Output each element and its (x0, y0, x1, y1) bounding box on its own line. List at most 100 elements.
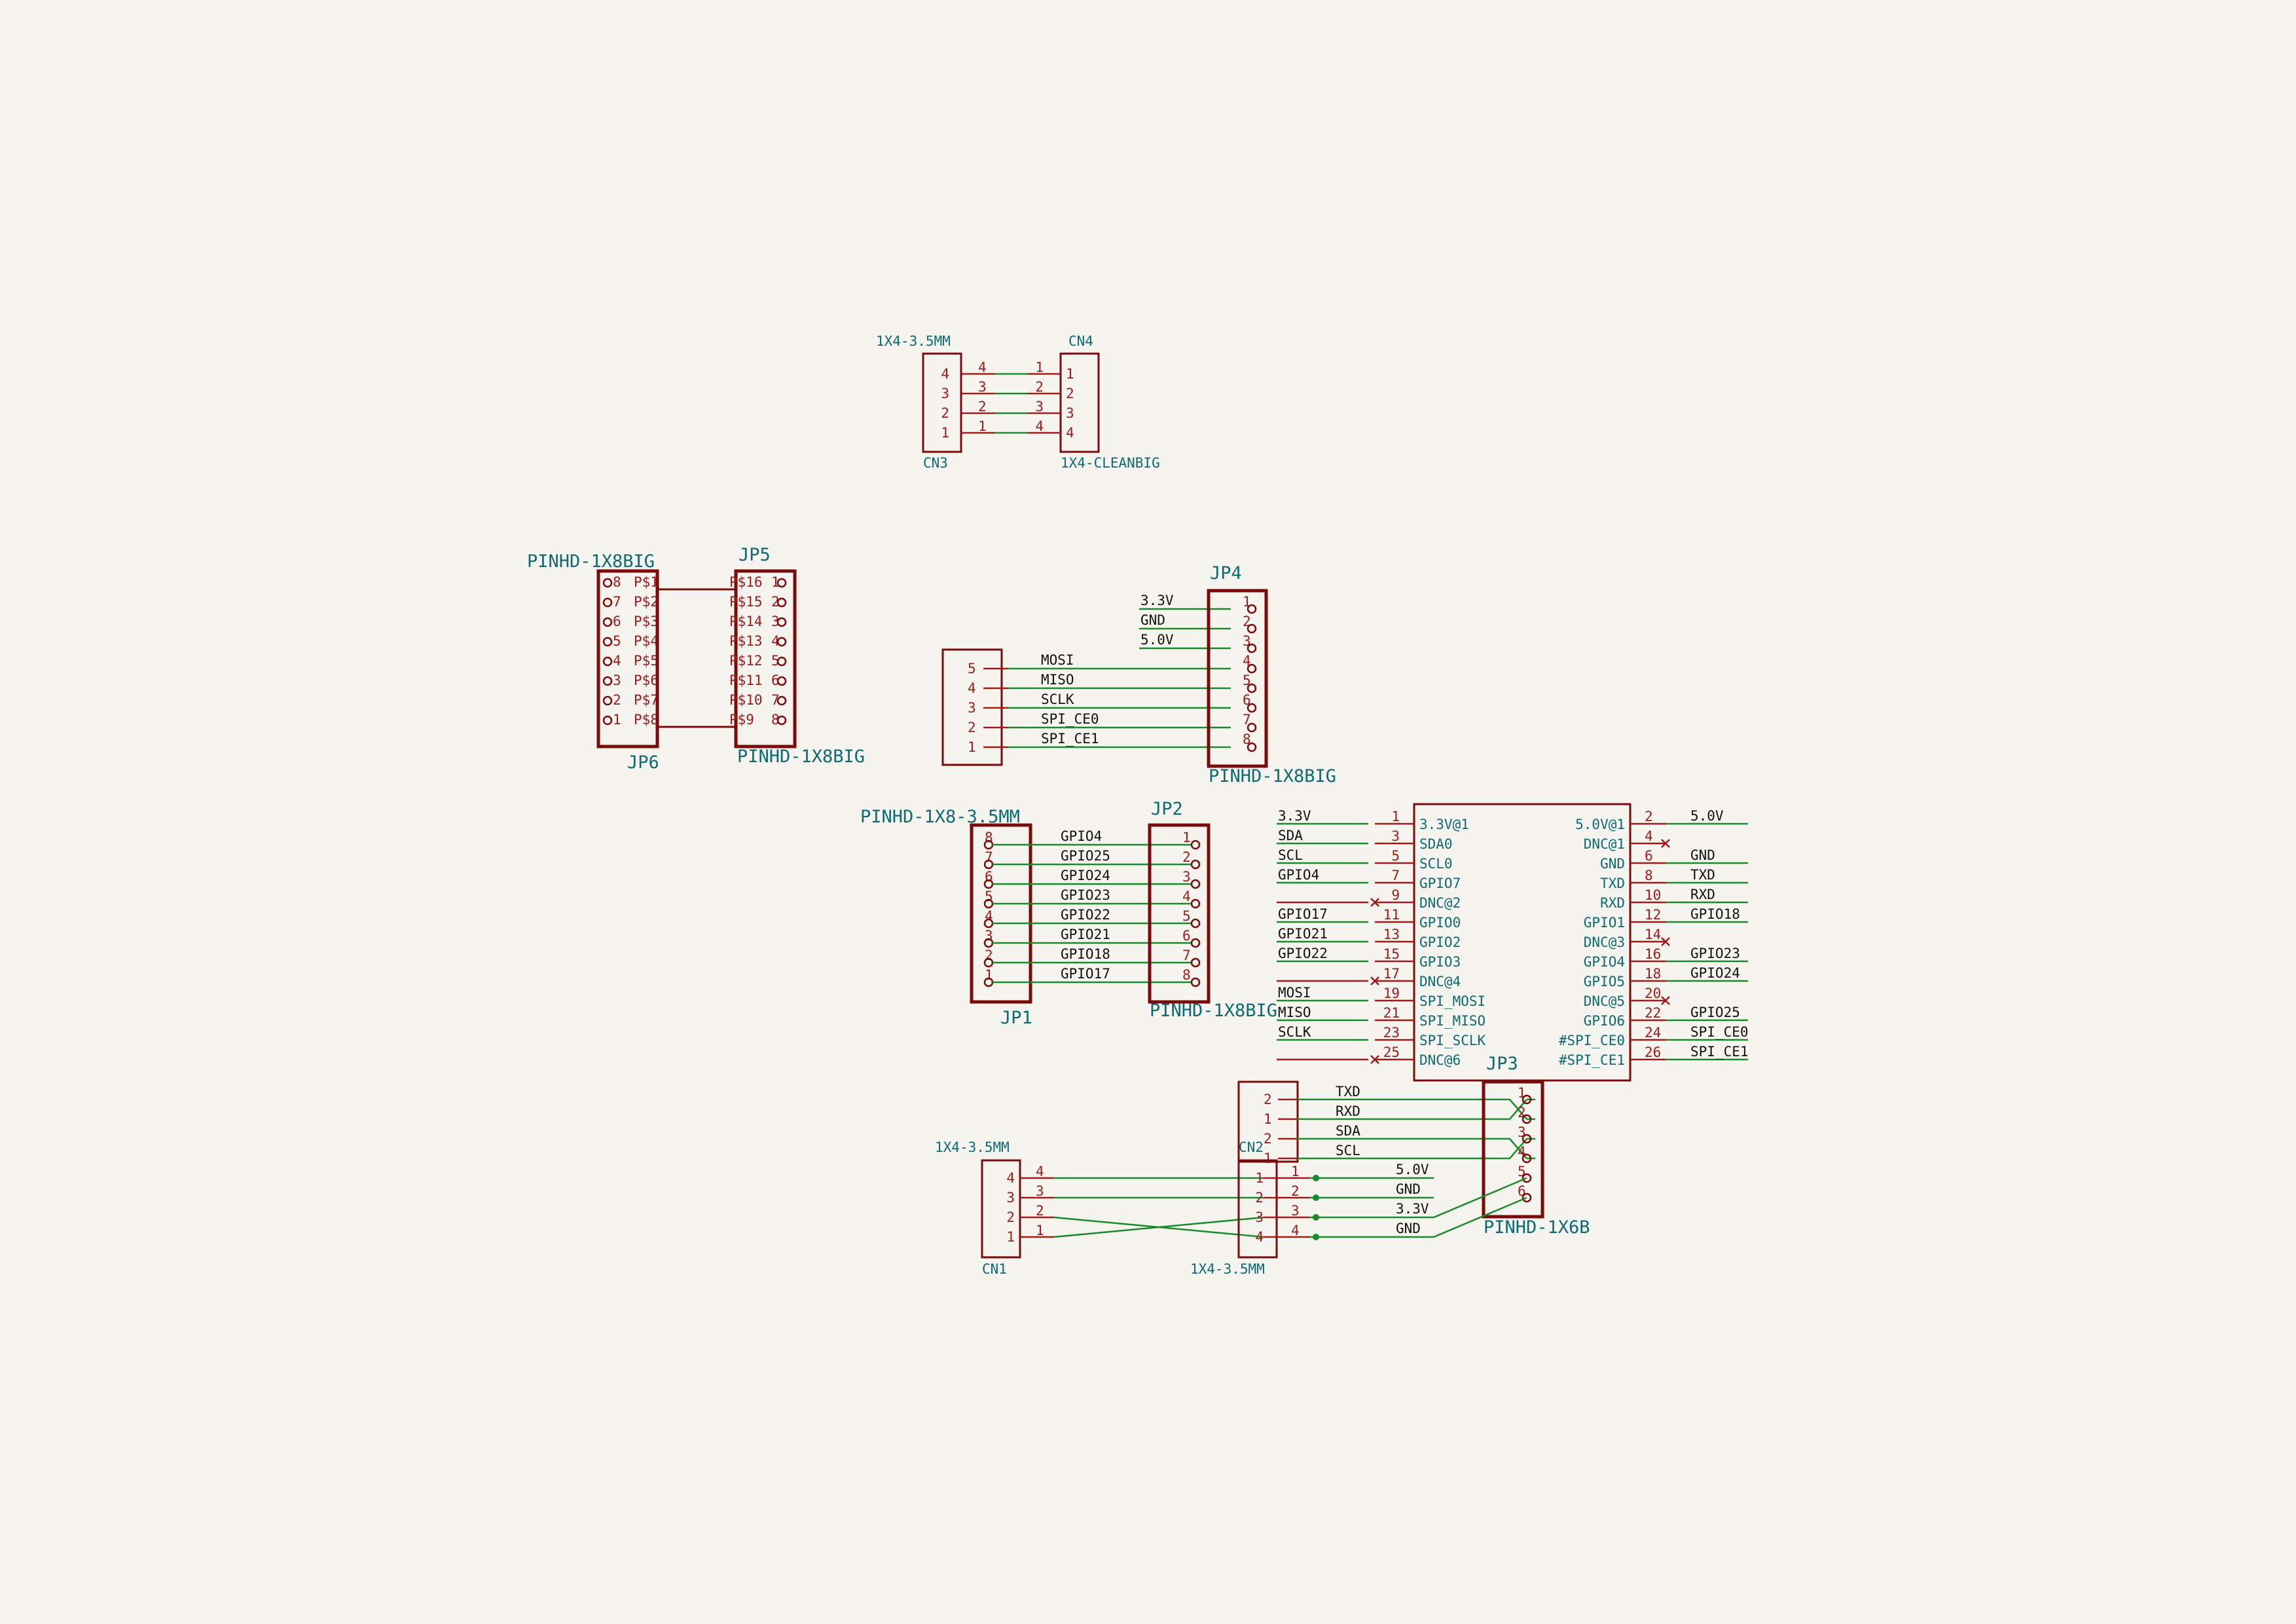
cn1-value: 1X4-3.5MM (935, 1139, 1010, 1155)
net-label: 5.0V (1396, 1162, 1429, 1177)
rpi-pin-number: 7 (1391, 868, 1400, 883)
cn4-pin-2: 2 (1066, 386, 1074, 401)
cn4-pinnum-4: 4 (1035, 418, 1044, 434)
header-jp1[interactable]: PINHD-1X8-3.5MM JP1 8 7 6 5 4 3 2 1 (860, 807, 1032, 1028)
connector-cn3[interactable]: 1X4-3.5MM CN3 4 3 2 1 4 3 2 1 (876, 333, 987, 471)
cn3-pin-1: 1 (941, 425, 949, 441)
net-label: 3.3V (1396, 1201, 1429, 1217)
connector-cn2[interactable]: CN2 1X4-3.5MM 1 2 3 4 1 2 3 4 (1190, 1139, 1300, 1277)
header-jp5[interactable]: JP5 PINHD-1X8BIG P$16 P$15 P$14 P$13 P$1… (729, 545, 865, 767)
net-label: GPIO24 (1690, 965, 1740, 981)
cn3-body (922, 352, 962, 453)
jp5-ref: JP5 (738, 545, 771, 565)
conn5-pin: 4 (968, 680, 976, 696)
cn2-power-wires: 5.0V GND 3.3V GND (1277, 1162, 1527, 1240)
cn3-pinnum-2: 2 (978, 399, 987, 415)
rpi-gpio-header[interactable]: 3.3V 1 3.3V@1 SDA 3 SDA0 SCL 5 SCL0 GPIO4 7 GPIO7 9 D… (1277, 803, 1749, 1082)
jp6-pin: 6 (613, 614, 621, 629)
jp3-ref: JP3 (1486, 1054, 1518, 1074)
net-label: SCL (1278, 847, 1303, 863)
jp5-value: PINHD-1X8BIG (737, 747, 865, 767)
rpi-pin-number: 21 (1383, 1005, 1400, 1021)
cn2-value: 1X4-3.5MM (1190, 1261, 1265, 1277)
cn4-ref: CN4 (1068, 333, 1093, 349)
header-jp4[interactable]: JP4 PINHD-1X8BIG 1 2 3 4 5 6 7 8 (1207, 563, 1336, 786)
header-jp6[interactable]: PINHD-1X8BIG JP6 8 7 6 5 4 3 2 1 P$1 P$2… (527, 551, 659, 773)
cn4-pinnum-3: 3 (1035, 399, 1044, 415)
rpi-pin-name: DNC@1 (1584, 836, 1625, 852)
net-label: GPIO22 (1061, 907, 1110, 923)
jp6-pad: P$4 (634, 633, 659, 649)
jp1-body (970, 823, 1032, 1004)
jp4-pin: 8 (1243, 731, 1251, 747)
jp5-pad: P$14 (729, 614, 763, 629)
net-label: GPIO18 (1690, 906, 1740, 922)
jp4-pin: 3 (1243, 633, 1251, 649)
net-label: TXD (1336, 1084, 1360, 1099)
jp6-pad: P$1 (634, 574, 659, 590)
connector-cn1[interactable]: 1X4-3.5MM CN1 4 3 2 1 4 3 2 1 (935, 1139, 1044, 1277)
rpi-pin-name: GPIO4 (1584, 954, 1625, 970)
net-label: SPI_CE0 (1690, 1024, 1749, 1040)
jp2-pin: 7 (1182, 948, 1191, 963)
jp1-net-labels: GPIO4 GPIO25 GPIO24 GPIO23 GPIO22 GPIO21… (1061, 828, 1110, 982)
cn4-pinnum-1: 1 (1035, 360, 1044, 375)
rpi-pin-name: SDA0 (1419, 836, 1453, 852)
jp4-value: PINHD-1X8BIG (1209, 766, 1336, 786)
jp6-pad: P$8 (634, 712, 659, 728)
cn2upper-pin: 2 (1264, 1131, 1272, 1147)
rpi-pin-number: 10 (1645, 887, 1661, 903)
jp2-rings (1190, 840, 1201, 987)
cn3-pinnum-3: 3 (978, 379, 987, 395)
jp5-pad: P$15 (729, 594, 763, 610)
header-jp3[interactable]: JP3 PINHD-1X6B 1 2 3 4 5 6 (1482, 1054, 1590, 1238)
conn5-pin: 5 (968, 661, 976, 676)
net-label: SPI_CE1 (1041, 731, 1099, 747)
header-jp2[interactable]: JP2 PINHD-1X8BIG 1 2 3 4 5 6 7 8 (1148, 799, 1277, 1021)
rpi-pin-number: 17 (1383, 966, 1400, 982)
jp3-body (1482, 1080, 1544, 1219)
net-label: SDA (1336, 1123, 1360, 1139)
jp5-pad: P$13 (729, 633, 763, 649)
jp3-rings (1522, 1094, 1532, 1203)
rpi-pin-number: 25 (1383, 1044, 1400, 1060)
jp3-pin: 3 (1518, 1124, 1526, 1140)
net-label: GPIO18 (1061, 946, 1110, 962)
jp5-pin: 4 (771, 633, 780, 649)
rpi-pin-name: GPIO7 (1419, 876, 1461, 891)
rpi-pin-name: #SPI_CE1 (1559, 1052, 1625, 1068)
conn5-pin: 2 (968, 720, 976, 735)
cn3-pin-3: 3 (941, 386, 949, 401)
net-label: MOSI (1041, 652, 1074, 668)
connector-5pin[interactable]: 5 4 3 2 1 (941, 648, 1008, 766)
cn2upper-pin: 1 (1264, 1151, 1272, 1166)
jp4-pin: 7 (1243, 712, 1251, 728)
jp4-pin: 6 (1243, 692, 1251, 708)
cn1-ref: CN1 (982, 1261, 1007, 1277)
net-label: 5.0V (1140, 632, 1174, 648)
net-label: MOSI (1278, 985, 1311, 1001)
net-label: GND (1396, 1221, 1421, 1236)
jp3-pin: 6 (1518, 1183, 1526, 1199)
conn5-pin: 3 (968, 700, 976, 716)
rpi-pin-number: 8 (1645, 868, 1653, 883)
connector-cn2-upper[interactable]: 2 1 2 1 (1237, 1080, 1299, 1166)
jp2-pin: 3 (1182, 869, 1191, 885)
connector-cn4[interactable]: CN4 1X4-CLEANBIG 1 2 3 4 1 2 3 4 (1035, 333, 1159, 471)
jp6-jp5-links (656, 588, 737, 728)
cn3-pin-2: 2 (941, 405, 949, 421)
rpi-pin-number: 12 (1645, 907, 1661, 923)
rpi-pin-number: 14 (1645, 927, 1661, 942)
jp3-pin: 1 (1518, 1085, 1526, 1101)
jp6-pin: 1 (613, 712, 621, 728)
jp2-pin: 6 (1182, 928, 1191, 944)
rpi-pin-name: GPIO1 (1584, 915, 1625, 931)
cn1-body (981, 1159, 1021, 1259)
jp6-pin: 7 (613, 594, 621, 610)
jp4-rings (1247, 604, 1257, 752)
jp6-pad: P$2 (634, 594, 659, 610)
cn1-pin: 2 (1006, 1209, 1015, 1225)
rpi-left-pins: 3.3V 1 3.3V@1 SDA 3 SDA0 SCL 5 SCL0 GPIO4 7 GPIO7 9 D… (1277, 808, 1486, 1068)
rpi-pin-number: 5 (1391, 848, 1400, 864)
rpi-pin-name: GPIO6 (1584, 1013, 1625, 1029)
